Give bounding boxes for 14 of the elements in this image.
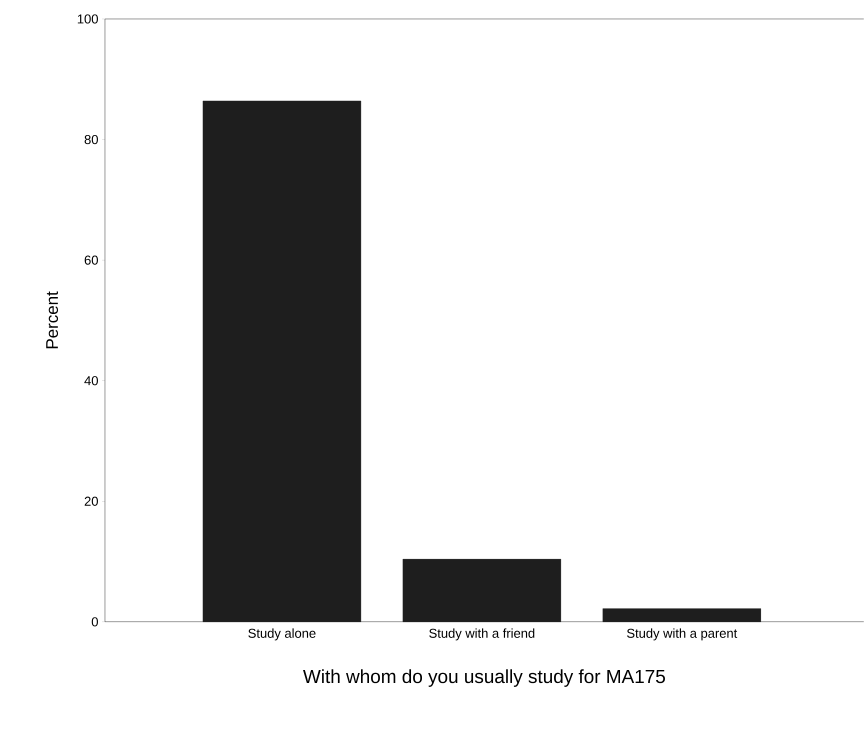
y-tick-label: 100 [78, 14, 98, 24]
y-tick-label: 0 [92, 617, 98, 627]
bar [602, 608, 762, 622]
y-tick-label: 40 [84, 376, 98, 386]
x-axis-title: With whom do you usually study for MA175 [303, 669, 665, 687]
x-tick-label: Study with a parent [627, 628, 738, 641]
y-tick-label: 60 [84, 256, 98, 265]
y-tick-label: 80 [84, 135, 98, 144]
x-tick-label: Study alone [248, 628, 316, 641]
bar [202, 100, 362, 622]
x-tick-label: Study with a friend [429, 628, 534, 641]
y-tick-label: 20 [84, 496, 98, 506]
y-axis-title: Percent [46, 291, 58, 348]
bar [402, 559, 562, 622]
